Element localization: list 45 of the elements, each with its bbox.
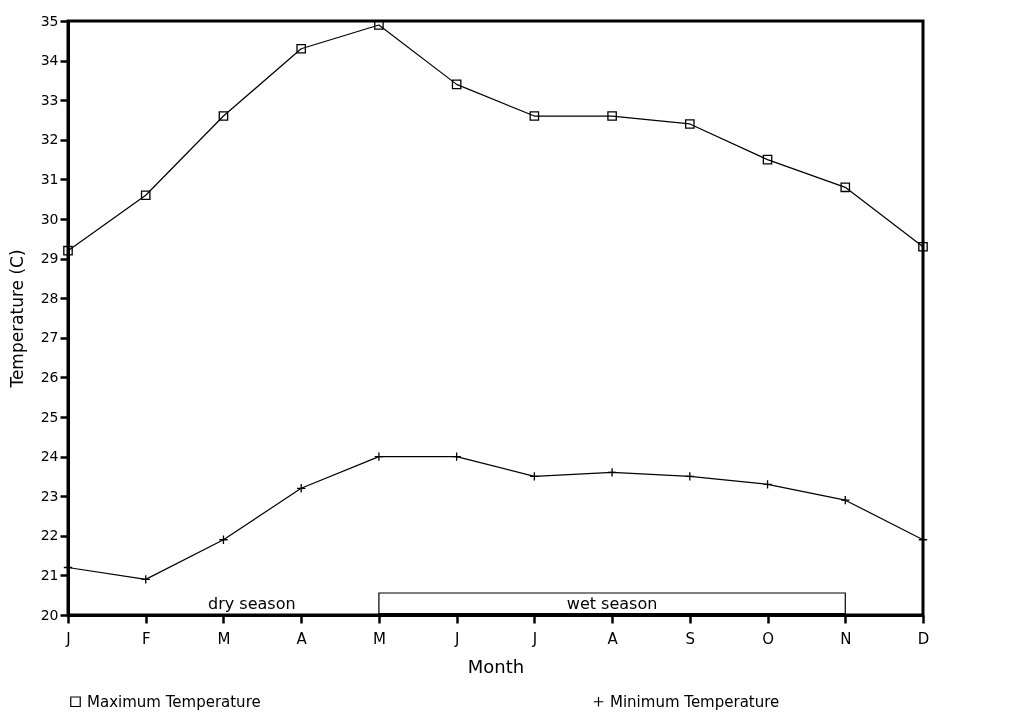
x-tick-label: S (685, 629, 696, 648)
x-tick-label: M (372, 629, 386, 648)
annotation: dry season (208, 594, 296, 613)
x-tick-label: J (65, 629, 71, 648)
y-tick-label: 26 (40, 368, 59, 385)
x-tick-label: F (141, 629, 151, 648)
x-tick-label: O (762, 629, 774, 648)
point (529, 111, 540, 121)
x-tick-label: J (531, 629, 538, 648)
legend-label: Minimum Temperature (610, 692, 780, 711)
y-tick-label: 28 (40, 289, 59, 306)
y-tick-label: 35 (40, 12, 59, 29)
y-tick-label: 29 (40, 250, 59, 267)
x-axis-title: Month (467, 655, 525, 677)
point (140, 190, 151, 201)
y-tick-label: 25 (40, 408, 59, 425)
y-tick-label: 23 (40, 487, 59, 504)
y-tick-label: 31 (40, 170, 59, 187)
point (451, 79, 462, 90)
y-tick-label: 34 (40, 52, 59, 69)
point (840, 182, 851, 193)
y-tick-label: 32 (40, 131, 59, 148)
point (684, 119, 695, 129)
x-tick-label: A (296, 629, 308, 648)
y-tick-label: 22 (40, 527, 59, 544)
point (296, 43, 307, 54)
x-tick-label: D (917, 629, 930, 648)
y-tick-label: 24 (40, 448, 59, 465)
x-tick-label: A (607, 629, 619, 648)
y-tick-label: 33 (40, 91, 59, 108)
y-tick-label: 30 (40, 210, 59, 227)
x-tick-label: N (840, 629, 852, 648)
x-tick-label: M (217, 629, 231, 648)
y-tick-label: 27 (40, 329, 59, 346)
point (607, 111, 617, 121)
point (762, 154, 773, 165)
point (63, 245, 73, 256)
legend-label: Maximum Temperature (87, 692, 261, 711)
y-axis-title: Temperature (C) (6, 249, 27, 389)
point (918, 241, 928, 252)
y-tick-label: 20 (40, 606, 59, 623)
annotation: wet season (566, 594, 658, 613)
x-tick-label: J (453, 629, 460, 648)
y-tick-label: 21 (40, 566, 59, 583)
point (218, 111, 229, 121)
